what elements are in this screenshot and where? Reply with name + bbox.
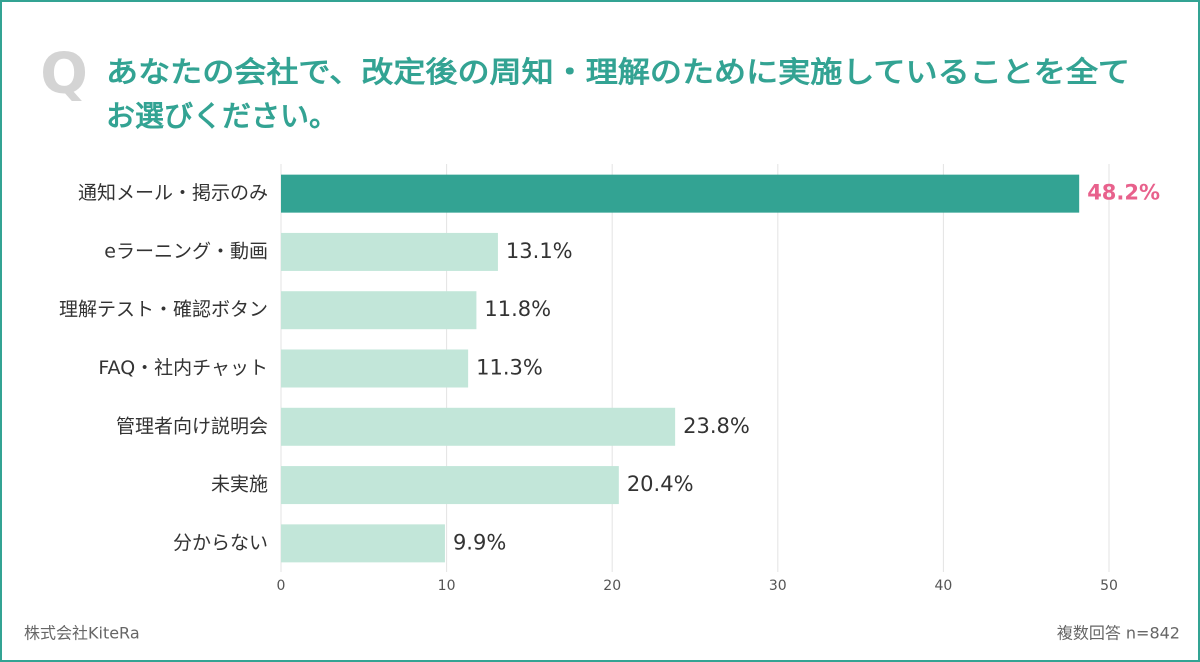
y-tick-label: 通知メール・掲示のみ	[78, 182, 268, 204]
bar	[281, 291, 477, 330]
x-tick-label: 40	[934, 578, 952, 594]
bar	[281, 524, 445, 563]
x-tick-label: 0	[277, 578, 286, 594]
y-tick-label: eラーニング・動画	[104, 240, 268, 262]
y-tick-label: 管理者向け説明会	[116, 415, 268, 437]
x-tick-label: 10	[438, 578, 456, 594]
value-label: 11.3%	[476, 356, 543, 380]
chart-title: あなたの会社で、改定後の周知・理解のために実施していることを全て	[106, 55, 1130, 89]
x-tick-label: 50	[1100, 578, 1118, 594]
y-tick-label: FAQ・社内チャット	[98, 357, 268, 379]
source: 株式会社KiteRa	[24, 624, 140, 643]
bar	[281, 349, 469, 388]
bar	[281, 466, 619, 505]
value-label: 13.1%	[506, 239, 573, 263]
y-tick-label: 理解テスト・確認ボタン	[59, 299, 268, 321]
question-icon: Q	[40, 42, 88, 107]
bar	[281, 174, 1080, 213]
chart-title: お選びください。	[106, 99, 338, 133]
value-label: 48.2%	[1087, 181, 1160, 205]
note: 複数回答 n=842	[1057, 624, 1180, 643]
y-tick-label: 分からない	[173, 532, 268, 554]
value-label: 20.4%	[627, 472, 694, 496]
y-tick-label: 未実施	[211, 474, 268, 496]
value-label: 11.8%	[484, 297, 551, 321]
value-label: 23.8%	[683, 414, 750, 438]
bar	[281, 232, 498, 271]
value-label: 9.9%	[453, 530, 506, 554]
x-tick-label: 20	[603, 578, 621, 594]
bar	[281, 407, 676, 446]
x-tick-label: 30	[769, 578, 787, 594]
